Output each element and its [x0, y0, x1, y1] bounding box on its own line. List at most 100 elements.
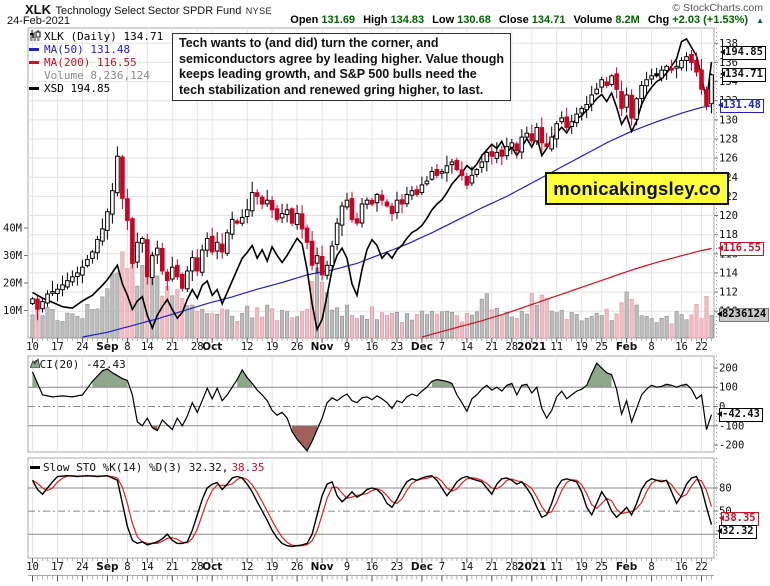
x-tick-label: 7: [439, 561, 445, 573]
legend-label: MA(200) 116.55: [44, 56, 137, 69]
ma200-line: [421, 247, 712, 338]
x-tick-label: 21: [166, 561, 179, 573]
up-arrow-icon: ▲: [756, 15, 764, 25]
x-tick-label: 28: [191, 561, 204, 573]
x-tick-label: 25: [595, 341, 608, 353]
ma200-price-pill: 116.55: [718, 242, 764, 256]
annotation-line: tech stabilization and renewed gring hig…: [179, 82, 484, 97]
chart-date: 24-Feb-2021: [7, 15, 70, 27]
cci-line: [31, 362, 713, 452]
x-tick-label: Nov: [311, 341, 334, 353]
x-tick-label: 23: [391, 561, 404, 573]
quote-summary: Open 131.69 High 134.83 Low 130.68 Close 134…: [290, 14, 764, 26]
quote-low: Low 130.68: [432, 14, 491, 26]
x-tick-label: 11: [550, 561, 563, 573]
x-tick-label: 21: [485, 341, 498, 353]
stockcharts-credit: © StockCharts.com: [672, 2, 763, 14]
annotation-line: semiconductors agree by leading higher. …: [179, 51, 505, 66]
x-tick-label: 7: [439, 341, 445, 353]
cci-value-pill: -42.43: [717, 408, 763, 422]
xsd-line: [32, 37, 713, 332]
x-tick-label: 28: [505, 561, 518, 573]
xsd-price-pill: 194.85: [720, 46, 766, 60]
x-tick-label: 19: [266, 341, 279, 353]
panel-border-1: [27, 355, 715, 453]
exchange-label: NYSE: [245, 6, 272, 16]
annotation-box: Tech wants to (and did) turn the corner,…: [172, 33, 512, 101]
x-tick-label: 23: [391, 341, 404, 353]
x-tick-label: Oct: [202, 341, 222, 353]
x-tick-label: Dec: [411, 561, 433, 573]
ma50-price-pill: 131.48: [718, 99, 764, 113]
price-tick: 118: [719, 229, 738, 241]
legend-row-xlk: XLK (Daily) 134.71: [29, 30, 163, 43]
ticker-symbol: XLK: [25, 2, 51, 17]
price-tick: 128: [719, 133, 738, 145]
x-tick-label: 9: [344, 341, 350, 353]
x-tick-label: Nov: [311, 561, 334, 573]
price-tick: 130: [719, 114, 738, 126]
candles-layer: [30, 50, 714, 321]
quote-volume: Volume 8.2M: [573, 14, 640, 26]
x-tick-label: Dec: [411, 341, 433, 353]
x-tick-label: 12: [241, 341, 254, 353]
x-tick-label: 16: [675, 341, 688, 353]
sto-k-line: [31, 474, 713, 548]
legend-row-ma200: MA(200) 116.55: [29, 56, 163, 69]
x-tick-label: 22: [695, 341, 708, 353]
cci-tick: -200: [719, 440, 744, 452]
x-tick-label: 16: [675, 561, 688, 573]
quote-open: Open 131.69: [290, 14, 356, 26]
volume-tick: 10M: [3, 305, 22, 317]
legend-row-volume: Volume 8,236,124: [29, 32, 163, 82]
price-tick: 114: [719, 267, 738, 279]
volume-pill: 8236124: [716, 308, 770, 322]
ma50-line: [82, 105, 712, 338]
volume-bars: [30, 245, 714, 339]
quote-close: Close 134.71: [498, 14, 566, 26]
x-tick-label: 24: [76, 561, 89, 573]
x-tick-label: 24: [76, 341, 89, 353]
x-tick-label: 17: [51, 561, 64, 573]
volume-tick: 40M: [3, 222, 22, 234]
x-tick-label: 2021: [517, 561, 546, 573]
x-tick-label: 8: [648, 341, 654, 353]
x-tick-label: 14: [461, 341, 474, 353]
x-tick-label: 19: [266, 561, 279, 573]
x-tick-label: 16: [366, 341, 379, 353]
x-tick-label: 21: [166, 341, 179, 353]
cci-tick: -100: [719, 420, 744, 432]
legend-row-ma50: MA(50) 131.48: [29, 43, 163, 56]
x-axis-labels: [28, 338, 714, 582]
x-tick-label: 25: [595, 561, 608, 573]
x-tick-label: 14: [141, 341, 154, 353]
ma200-dash-icon: [29, 61, 44, 64]
x-tick-label: 28: [505, 341, 518, 353]
price-tick: 136: [719, 57, 738, 69]
x-tick-label: 8: [124, 561, 130, 573]
x-tick-label: Oct: [202, 561, 222, 573]
x-tick-label: 26: [291, 341, 304, 353]
x-tick-label: 8: [124, 341, 130, 353]
sto-d-pill: 38.35: [719, 512, 759, 526]
x-tick-label: 2021: [517, 341, 546, 353]
x-tick-label: Feb: [616, 341, 638, 353]
x-tick-label: 21: [485, 561, 498, 573]
legend-label: XLK (Daily) 134.71: [44, 30, 164, 43]
x-tick-label: 26: [291, 561, 304, 573]
sto-tick: 80: [719, 483, 732, 495]
quote-high: High 134.83: [363, 14, 425, 26]
x-tick-label: 19: [575, 341, 588, 353]
watermark-badge: monicakingsley.co: [545, 172, 729, 205]
x-tick-label: 10: [26, 341, 39, 353]
cci-panel-label: CCI(20) -42.43: [30, 358, 126, 371]
price-tick: 120: [719, 210, 738, 222]
annotation-line: keeps leading growth, and S&P 500 bulls …: [179, 67, 477, 81]
sto-dash-icon: [30, 466, 40, 469]
x-tick-label: 10: [26, 561, 39, 573]
x-tick-label: 14: [461, 561, 474, 573]
xsd-dash-icon: [29, 87, 44, 90]
x-tick-label: 11: [550, 341, 563, 353]
fund-name: Technology Select Sector SPDR Fund: [55, 5, 242, 17]
